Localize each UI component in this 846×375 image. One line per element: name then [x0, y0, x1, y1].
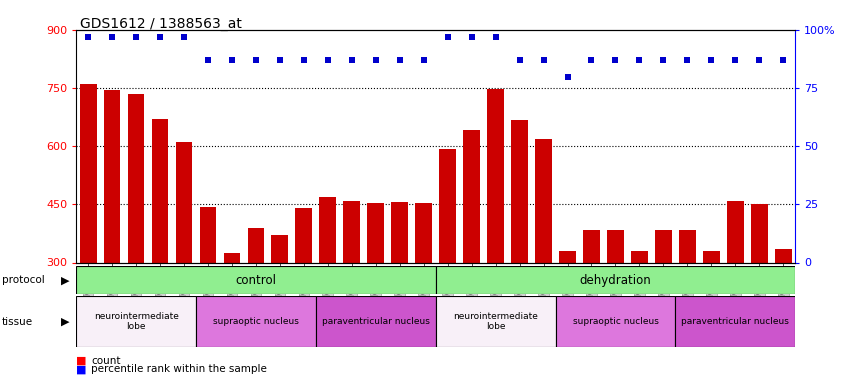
- Point: [705, 57, 718, 63]
- Bar: [631, 251, 648, 262]
- Bar: [675, 296, 795, 347]
- Point: [536, 57, 550, 63]
- Bar: [511, 120, 528, 262]
- Point: [393, 57, 406, 63]
- Point: [561, 74, 574, 80]
- Point: [656, 57, 670, 63]
- Text: dehydration: dehydration: [580, 274, 651, 287]
- Bar: [607, 230, 624, 262]
- Bar: [436, 266, 795, 294]
- Point: [177, 34, 190, 40]
- Text: count: count: [91, 356, 121, 366]
- Bar: [775, 249, 792, 262]
- Point: [249, 57, 262, 63]
- Point: [105, 34, 118, 40]
- Text: supraoptic nucleus: supraoptic nucleus: [213, 317, 299, 326]
- Bar: [76, 296, 196, 347]
- Bar: [223, 253, 240, 262]
- Text: supraoptic nucleus: supraoptic nucleus: [573, 317, 658, 326]
- Bar: [655, 230, 672, 262]
- Bar: [272, 236, 288, 262]
- Bar: [76, 266, 436, 294]
- Text: tissue: tissue: [2, 316, 33, 327]
- Text: ▶: ▶: [61, 316, 69, 327]
- Text: control: control: [235, 274, 277, 287]
- Point: [369, 57, 382, 63]
- Bar: [200, 207, 217, 262]
- Point: [201, 57, 215, 63]
- Bar: [464, 130, 480, 262]
- Bar: [436, 296, 556, 347]
- Text: percentile rank within the sample: percentile rank within the sample: [91, 364, 267, 374]
- Text: neurointermediate
lobe: neurointermediate lobe: [94, 312, 179, 331]
- Bar: [679, 230, 695, 262]
- Bar: [80, 84, 96, 262]
- Point: [608, 57, 622, 63]
- Text: neurointermediate
lobe: neurointermediate lobe: [453, 312, 538, 331]
- Text: paraventricular nucleus: paraventricular nucleus: [681, 317, 789, 326]
- Bar: [343, 201, 360, 262]
- Bar: [316, 296, 436, 347]
- Text: GDS1612 / 1388563_at: GDS1612 / 1388563_at: [80, 17, 242, 31]
- Point: [585, 57, 598, 63]
- Bar: [392, 202, 408, 262]
- Bar: [367, 203, 384, 262]
- Point: [129, 34, 143, 40]
- Bar: [439, 149, 456, 262]
- Bar: [104, 90, 120, 262]
- Point: [680, 57, 694, 63]
- Bar: [487, 89, 504, 262]
- Bar: [536, 139, 552, 262]
- Bar: [727, 201, 744, 262]
- Point: [513, 57, 526, 63]
- Bar: [559, 251, 576, 262]
- Bar: [196, 296, 316, 347]
- Bar: [295, 208, 312, 262]
- Point: [441, 34, 454, 40]
- Point: [728, 57, 742, 63]
- Point: [297, 57, 310, 63]
- Bar: [151, 119, 168, 262]
- Point: [777, 57, 790, 63]
- Point: [489, 34, 503, 40]
- Bar: [320, 196, 336, 262]
- Text: paraventricular nucleus: paraventricular nucleus: [321, 317, 430, 326]
- Point: [273, 57, 287, 63]
- Text: ▶: ▶: [61, 275, 69, 285]
- Bar: [751, 204, 767, 262]
- Point: [752, 57, 766, 63]
- Point: [464, 34, 478, 40]
- Text: ■: ■: [76, 356, 86, 366]
- Bar: [556, 296, 675, 347]
- Bar: [128, 94, 145, 262]
- Point: [81, 34, 95, 40]
- Bar: [248, 228, 264, 262]
- Point: [153, 34, 167, 40]
- Point: [633, 57, 646, 63]
- Point: [345, 57, 359, 63]
- Point: [321, 57, 334, 63]
- Text: ■: ■: [76, 364, 86, 374]
- Bar: [703, 251, 720, 262]
- Bar: [176, 142, 192, 262]
- Point: [417, 57, 431, 63]
- Text: protocol: protocol: [2, 275, 45, 285]
- Bar: [415, 203, 432, 262]
- Point: [225, 57, 239, 63]
- Bar: [583, 230, 600, 262]
